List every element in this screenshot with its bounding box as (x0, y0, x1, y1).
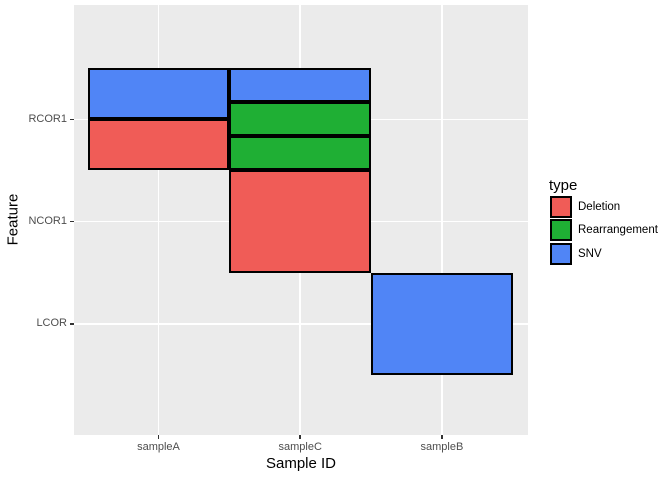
y-tick-label-NCOR1: NCOR1 (28, 215, 67, 228)
x-tick-label-sampleA: sampleA (137, 441, 180, 453)
tile-sampleC-NCOR1-deletion (229, 170, 372, 273)
x-tick-label-sampleB: sampleB (420, 441, 464, 453)
tile-sampleA-RCOR1-deletion (87, 119, 230, 171)
tile-sampleC-RCOR1-rearrangement (229, 136, 372, 171)
legend-label-rearrangement: Rearrangement (578, 224, 658, 237)
y-tick-mark-LCOR (69, 323, 74, 325)
gridline-horizontal-LCOR (74, 323, 528, 325)
y-tick-label-RCOR1: RCOR1 (28, 112, 67, 125)
x-tick-mark-sampleA (157, 435, 160, 439)
tile-sampleA-RCOR1-snv (87, 68, 230, 120)
legend-key-rearrangement (550, 219, 572, 242)
tile-sampleC-RCOR1-snv (229, 68, 372, 103)
legend-title: type (549, 177, 578, 194)
y-tick-mark-NCOR1 (69, 220, 74, 223)
x-tick-label-sampleC: sampleC (278, 441, 322, 453)
tile-sampleB-LCOR-snv (371, 272, 513, 376)
y-tick-mark-RCOR1 (69, 118, 74, 121)
legend-label-snv: SNV (578, 247, 602, 260)
x-tick-mark-sampleB (441, 435, 443, 439)
y-tick-label-LCOR: LCOR (36, 317, 67, 330)
legend-key-snv (550, 242, 572, 265)
x-axis-title: Sample ID (265, 455, 337, 472)
gridline-vertical-sampleB (441, 5, 443, 435)
x-tick-mark-sampleC (299, 435, 301, 439)
gridline-vertical-sampleA (157, 5, 160, 435)
legend-label-deletion: Deletion (578, 201, 621, 213)
tile-sampleC-RCOR1-rearrangement (229, 102, 372, 137)
legend-key-deletion (550, 196, 572, 218)
